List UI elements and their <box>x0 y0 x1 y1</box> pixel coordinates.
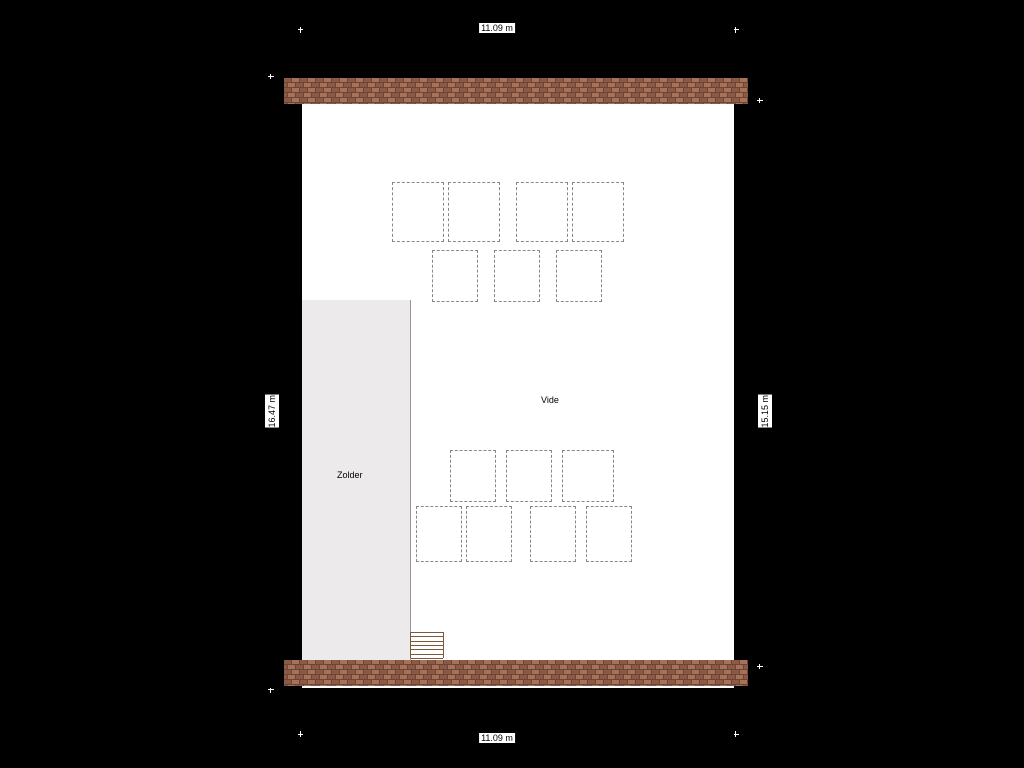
skylight <box>530 506 576 562</box>
stairs-icon <box>410 632 444 658</box>
skylight <box>466 506 512 562</box>
skylight <box>586 506 632 562</box>
dimension-right: 15.15 m <box>758 395 772 428</box>
skylight <box>494 250 540 302</box>
skylight <box>392 182 444 242</box>
skylight <box>556 250 602 302</box>
skylight <box>416 506 462 562</box>
vide-label: Vide <box>541 395 559 405</box>
skylight <box>516 182 568 242</box>
skylight <box>448 182 500 242</box>
skylight <box>572 182 624 242</box>
skylight <box>506 450 552 502</box>
dimension-top: 11.09 m <box>479 23 515 33</box>
zolder-room <box>302 300 411 660</box>
dimension-bottom: 11.09 m <box>479 733 515 743</box>
floorplan-canvas: Zolder Vide 11.09 m 11.09 m 16.47 m 15.1… <box>0 0 1024 768</box>
roof-bottom <box>284 660 748 686</box>
skylight <box>432 250 478 302</box>
zolder-label: Zolder <box>337 470 363 480</box>
skylight <box>562 450 614 502</box>
skylight <box>450 450 496 502</box>
dimension-left: 16.47 m <box>265 395 279 428</box>
roof-top <box>284 78 748 104</box>
